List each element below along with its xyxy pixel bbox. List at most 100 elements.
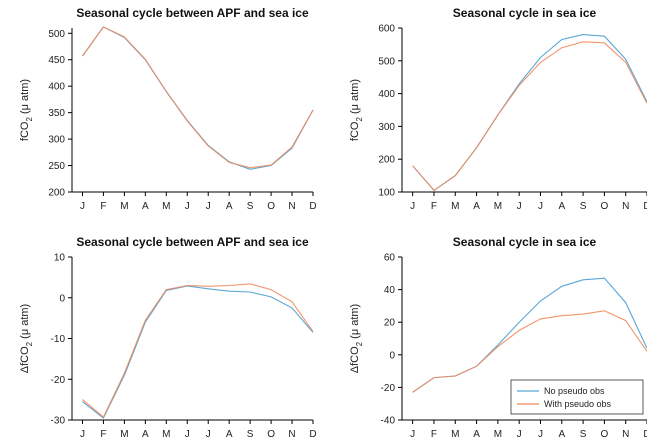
- x-tick-label: O: [601, 429, 609, 438]
- x-tick-label: S: [580, 201, 587, 212]
- series-line-no-pseudo: [412, 277, 647, 393]
- y-tick-label: 300: [378, 122, 395, 133]
- legend-entry: With pseudo obs: [544, 399, 612, 409]
- x-tick-label: J: [206, 201, 211, 212]
- y-tick-label: 500: [378, 56, 395, 67]
- x-tick-label: F: [431, 429, 437, 438]
- y-label-sub: 2: [25, 341, 34, 346]
- x-tick-label: M: [494, 429, 502, 438]
- x-tick-label: J: [80, 429, 85, 438]
- y-tick-label: 10: [54, 253, 66, 264]
- x-tick-label: F: [100, 429, 106, 438]
- y-tick-label: 40: [384, 285, 396, 296]
- x-tick-label: J: [185, 201, 190, 212]
- x-tick-label: M: [451, 429, 459, 438]
- x-tick-label: N: [288, 429, 295, 438]
- y-tick-label: -10: [51, 334, 66, 345]
- series-line-no-pseudo: [82, 26, 314, 170]
- x-tick-label: J: [517, 429, 522, 438]
- y-tick-label: 20: [384, 318, 396, 329]
- y-label-base: ΔfCO: [349, 346, 361, 373]
- y-label-rest: (μ atm): [19, 304, 31, 342]
- y-tick-label: 0: [59, 293, 65, 304]
- x-tick-label: A: [558, 201, 565, 212]
- chart-panel-1: Seasonal cycle between APF and sea ice 20…: [19, 6, 317, 212]
- y-tick-label: 300: [48, 135, 65, 146]
- x-tick-label: J: [517, 201, 522, 212]
- y-label-base: fCO: [19, 121, 31, 141]
- x-tick-label: D: [643, 201, 647, 212]
- x-tick-label: O: [267, 429, 275, 438]
- x-tick-label: N: [622, 429, 629, 438]
- y-tick-label: 60: [384, 253, 396, 264]
- y-tick-label: 350: [48, 108, 65, 119]
- x-tick-label: J: [538, 429, 543, 438]
- x-tick-label: O: [267, 201, 275, 212]
- x-tick-label: J: [538, 201, 543, 212]
- x-tick-label: D: [309, 201, 316, 212]
- y-tick-label: 100: [378, 188, 395, 199]
- y-axis-label: ΔfCO2 (μ atm): [349, 304, 364, 373]
- chart-title: Seasonal cycle in sea ice: [453, 6, 597, 20]
- y-tick-label: 200: [48, 188, 65, 199]
- y-label-rest: (μ atm): [19, 79, 31, 117]
- y-axis-label: ΔfCO2 (μ atm): [19, 304, 34, 373]
- y-label-rest: (μ atm): [349, 79, 361, 117]
- y-tick-label: 400: [378, 89, 395, 100]
- y-label-rest: (μ atm): [349, 304, 361, 342]
- x-tick-label: F: [100, 201, 106, 212]
- x-tick-label: J: [80, 201, 85, 212]
- y-tick-label: 200: [378, 155, 395, 166]
- y-axis-label: fCO2 (μ atm): [19, 79, 34, 141]
- x-tick-label: M: [162, 201, 170, 212]
- series-line-with-pseudo: [412, 310, 647, 393]
- x-tick-label: S: [247, 201, 254, 212]
- x-tick-label: S: [247, 429, 254, 438]
- x-tick-label: A: [142, 201, 149, 212]
- series-line-no-pseudo: [82, 285, 314, 419]
- x-tick-label: A: [558, 429, 565, 438]
- y-tick-label: -20: [51, 375, 66, 386]
- y-label-sub: 2: [25, 117, 34, 122]
- chart-title: Seasonal cycle between APF and sea ice: [76, 6, 309, 20]
- x-tick-label: M: [451, 201, 459, 212]
- y-tick-label: -20: [381, 383, 396, 394]
- chart-panel-4: Seasonal cycle in sea ice -40 -20 0 20 40 60 J F…: [349, 235, 647, 438]
- legend: No pseudo obs With pseudo obs: [510, 379, 644, 415]
- x-tick-label: S: [580, 429, 587, 438]
- axis-lines: [401, 28, 647, 193]
- y-tick-label: 0: [389, 350, 395, 361]
- x-tick-label: M: [494, 201, 502, 212]
- chart-panel-3: Seasonal cycle between APF and sea ice -3…: [19, 235, 317, 438]
- x-tick-label: A: [142, 429, 149, 438]
- y-tick-label: 600: [378, 24, 395, 35]
- y-label-sub: 2: [355, 117, 364, 122]
- y-label-base: fCO: [349, 121, 361, 141]
- x-tick-label: M: [120, 201, 128, 212]
- legend-box: [510, 379, 644, 415]
- series-line-with-pseudo: [82, 283, 314, 418]
- x-tick-label: D: [309, 429, 316, 438]
- x-tick-label: J: [410, 201, 415, 212]
- y-tick-label: -40: [381, 416, 396, 427]
- y-tick-label: -30: [51, 416, 66, 427]
- series-line-with-pseudo: [412, 41, 647, 192]
- y-tick-label: 400: [48, 82, 65, 93]
- x-tick-label: M: [120, 429, 128, 438]
- x-tick-label: A: [226, 201, 233, 212]
- chart-panel-2: Seasonal cycle in sea ice 100 200 300 400 500…: [349, 6, 647, 212]
- x-tick-label: D: [643, 429, 647, 438]
- series-line-with-pseudo: [82, 26, 314, 169]
- x-tick-label: N: [288, 201, 295, 212]
- legend-entry: No pseudo obs: [544, 386, 605, 396]
- chart-title: Seasonal cycle between APF and sea ice: [76, 235, 309, 249]
- y-axis-label: fCO2 (μ atm): [349, 79, 364, 141]
- y-label-sub: 2: [355, 341, 364, 346]
- x-tick-label: O: [601, 201, 609, 212]
- y-tick-label: 500: [48, 29, 65, 40]
- y-tick-label: 450: [48, 55, 65, 66]
- x-tick-label: J: [206, 429, 211, 438]
- series-line-no-pseudo: [412, 34, 647, 192]
- axis-lines: [71, 28, 313, 193]
